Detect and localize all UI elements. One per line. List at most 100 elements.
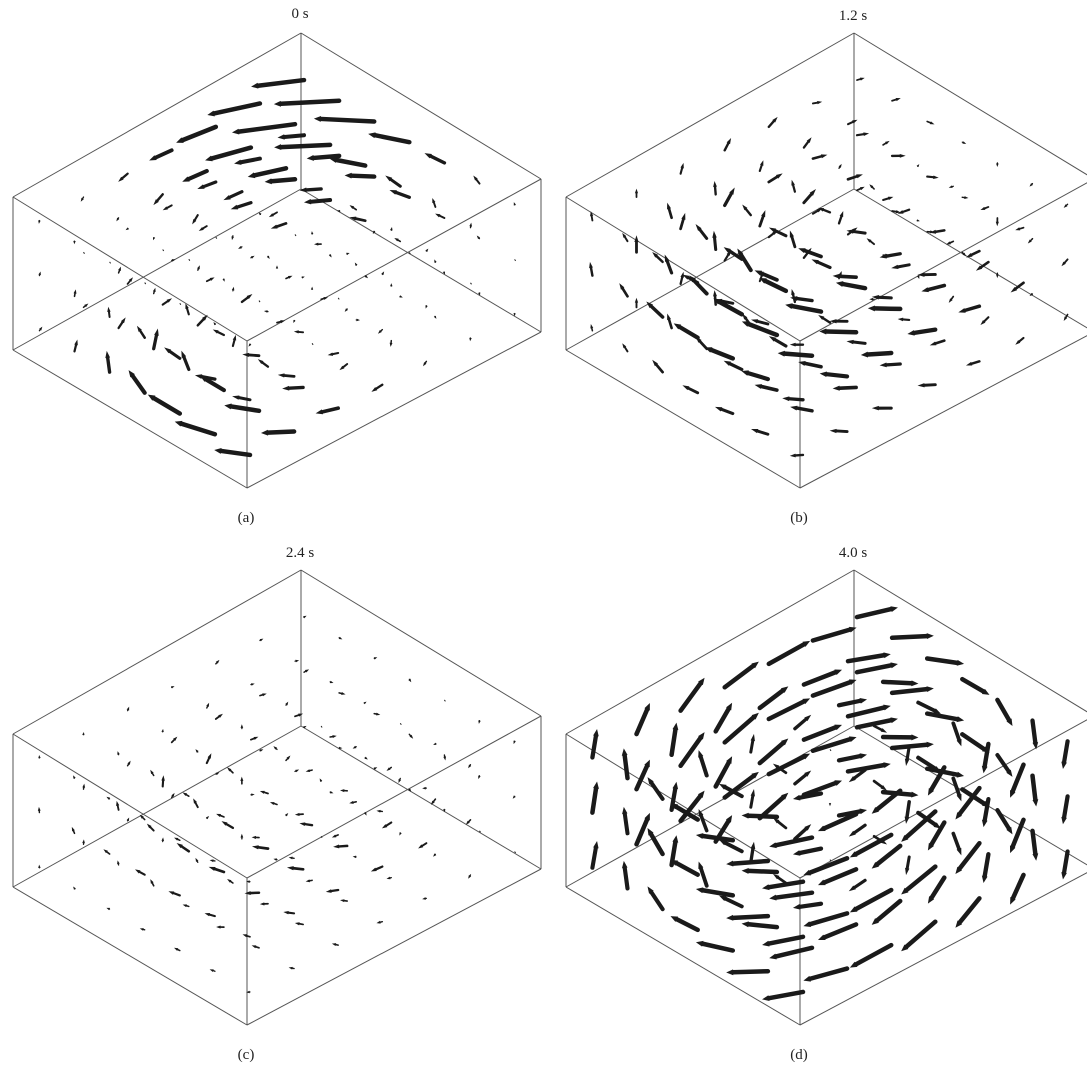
vector-arrow xyxy=(242,352,261,358)
vector-arrow xyxy=(352,745,357,749)
vector-arrow xyxy=(845,704,891,719)
vector-arrow xyxy=(325,888,340,893)
vector-arrow xyxy=(981,796,991,828)
vector-arrow xyxy=(176,124,219,143)
vector-arrow xyxy=(373,712,381,716)
vector-arrow xyxy=(432,197,437,208)
vector-arrow xyxy=(741,921,780,930)
vector-arrow xyxy=(758,271,764,283)
vector-arrow xyxy=(669,722,679,758)
vector-arrow xyxy=(285,275,293,280)
vector-arrow xyxy=(880,679,919,687)
vector-arrow xyxy=(250,255,255,259)
vector-arrow xyxy=(231,235,235,241)
vector-arrow xyxy=(757,686,789,711)
vector-arrow xyxy=(1015,226,1025,231)
vector-arrow xyxy=(723,137,732,152)
vector-arrow xyxy=(73,289,77,298)
vector-arrow xyxy=(879,362,902,368)
vector-arrow xyxy=(174,420,218,437)
vector-arrow xyxy=(259,790,269,795)
vector-arrow xyxy=(664,254,674,275)
vector-arrow xyxy=(980,316,990,326)
vector-arrow xyxy=(829,428,849,434)
vector-arrow xyxy=(126,817,130,822)
box-edge xyxy=(12,196,248,342)
vector-arrow xyxy=(240,776,244,785)
vector-arrow xyxy=(355,318,361,322)
vector-arrow xyxy=(126,706,130,712)
vector-arrow xyxy=(313,115,377,124)
vector-arrow xyxy=(212,329,226,337)
vector-arrow xyxy=(303,198,333,205)
vector-arrow xyxy=(399,722,402,726)
vector-arrow xyxy=(828,802,832,807)
vector-arrow xyxy=(891,263,911,270)
vector-arrow xyxy=(867,305,903,312)
vector-arrow xyxy=(205,753,212,765)
vector-arrow xyxy=(277,133,307,140)
vector-arrow xyxy=(386,876,392,880)
vector-arrow xyxy=(231,334,237,348)
vector-arrow xyxy=(152,287,156,295)
vector-arrow xyxy=(981,852,991,884)
vector-arrow xyxy=(737,248,753,273)
vector-arrow xyxy=(766,640,811,667)
vector-arrow xyxy=(802,188,816,205)
vector-arrow xyxy=(961,141,967,144)
vector-arrow xyxy=(339,363,349,371)
vector-arrow xyxy=(182,168,209,182)
panel-c: 2.4 s (c) xyxy=(12,545,542,1063)
box-edge xyxy=(565,32,855,198)
vector-arrow xyxy=(835,281,868,291)
vector-arrow xyxy=(171,259,176,262)
vector-arrow xyxy=(634,188,639,198)
vector-arrow xyxy=(305,879,313,883)
vector-arrow xyxy=(146,823,155,832)
vector-arrow xyxy=(389,190,411,199)
vector-arrow xyxy=(670,859,700,877)
vector-arrow xyxy=(106,907,111,911)
vector-arrow xyxy=(652,359,664,374)
vector-arrow xyxy=(118,172,129,182)
vector-arrow xyxy=(442,271,445,275)
vector-arrow xyxy=(803,856,850,876)
vector-arrow xyxy=(230,201,253,210)
vector-arrow xyxy=(227,879,234,884)
vector-arrow xyxy=(667,202,673,220)
vector-arrow xyxy=(283,910,296,915)
vector-arrow xyxy=(871,295,893,300)
vector-arrow xyxy=(742,204,753,217)
vector-arrow xyxy=(838,270,842,280)
arrow-field xyxy=(38,77,517,458)
vector-arrow xyxy=(251,77,307,89)
vector-arrow xyxy=(860,350,894,358)
vector-arrow xyxy=(846,174,863,181)
vector-arrow xyxy=(182,792,190,797)
vector-arrow xyxy=(762,934,806,947)
vector-arrow xyxy=(196,314,208,327)
vector-arrow xyxy=(349,800,357,804)
vector-arrow xyxy=(741,370,770,382)
vector-arrow xyxy=(590,324,594,332)
vector-arrow xyxy=(1063,313,1069,321)
vector-arrow xyxy=(621,748,630,781)
vector-arrow xyxy=(418,842,428,849)
vector-arrow xyxy=(1029,182,1034,187)
vector-arrow xyxy=(723,187,735,208)
vector-arrow xyxy=(107,306,111,318)
vector-arrow xyxy=(435,213,446,219)
vector-arrow xyxy=(513,740,516,745)
vector-arrow xyxy=(333,844,349,849)
vector-arrow xyxy=(363,812,367,816)
vector-arrow xyxy=(288,856,295,860)
box-edge xyxy=(565,188,855,351)
arrow-field xyxy=(589,77,1069,458)
vector-arrow xyxy=(152,328,159,351)
vector-arrow xyxy=(845,652,891,664)
vector-arrow xyxy=(1029,292,1034,296)
box-edge xyxy=(12,725,302,888)
vector-arrow xyxy=(927,820,947,851)
vector-arrow xyxy=(514,259,517,262)
